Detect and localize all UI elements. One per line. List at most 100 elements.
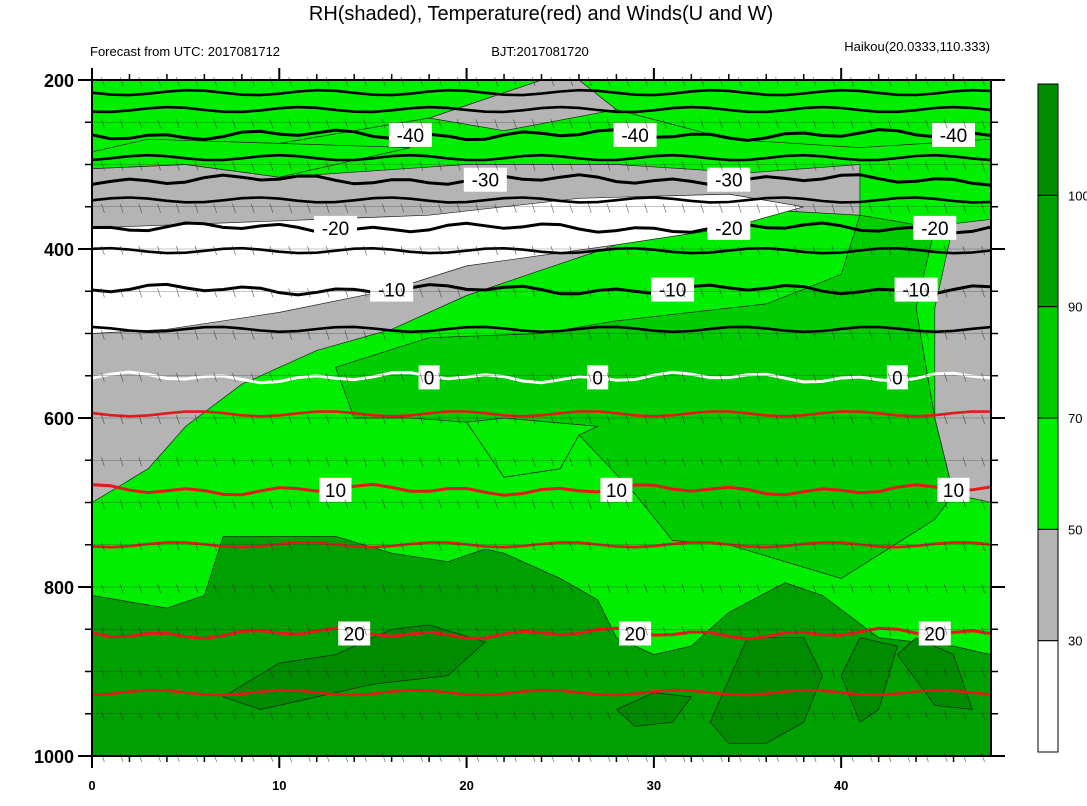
wind-barb [288,414,293,425]
wind-barb [625,499,630,509]
wind-barb [250,583,255,594]
wind-barb [138,76,143,87]
wind-barb [138,203,143,213]
temperature-contour [91,173,992,187]
wind-barb [456,161,461,171]
wind-barb [157,626,161,636]
wind-barb [232,626,236,636]
wind-barb [250,245,255,256]
wind-barb [419,330,424,340]
colorbar-label: 100 [1068,188,1087,203]
wind-barb [793,161,798,171]
wind-barb [400,668,405,678]
wind-barb [887,245,892,256]
wind-barb [157,288,161,298]
contour-label-box [463,167,507,192]
wind-barb [494,203,499,213]
wind-barb [831,372,836,382]
wind-barb [868,161,873,171]
wind-barb [756,161,761,171]
wind-barb [606,583,611,594]
wind-barb [138,330,143,340]
wind-barb [887,76,892,87]
wind-barb [587,203,592,213]
wind-barb [831,245,836,256]
wind-barb [325,583,330,594]
wind-barb [250,203,255,213]
wind-barb [400,414,405,425]
wind-barb [756,583,761,594]
colorbar-segment [1037,640,1059,753]
wind-barb [307,710,311,720]
wind-barb [363,583,367,594]
wind-barb [325,372,330,382]
wind-barb [943,499,948,509]
wind-barb [850,203,854,213]
wind-barb [381,203,386,213]
wind-barb [831,626,836,636]
wind-barb [344,626,349,636]
wind-barb [925,372,929,382]
wind-barb [381,288,386,298]
wind-barb [606,710,611,720]
wind-barb [438,541,442,551]
wind-barb [325,119,330,129]
wind-barb [962,245,967,256]
wind-barb [962,330,967,340]
wind-barb [232,499,236,509]
wind-barb [569,203,573,213]
wind-barb [494,710,499,720]
wind-barb [587,161,592,171]
wind-barb [494,414,499,425]
y-tick-label: 400 [44,240,74,260]
wind-barb [681,710,686,720]
wind-barb [587,372,592,382]
wind-barb [868,76,873,87]
wind-barb [419,161,424,171]
wind-barb [456,76,461,87]
wind-barb [793,414,798,425]
wind-barb [737,668,742,678]
wind-barb [775,752,779,763]
y-tick-label: 600 [44,409,74,429]
wind-barb [119,668,124,678]
wind-barb [101,288,105,298]
wind-barb [906,245,911,256]
wind-barb [475,330,480,340]
wind-barb [587,499,592,509]
wind-barb [775,710,779,720]
contour-label-box [918,621,951,646]
wind-barb [812,414,817,425]
wind-barb [550,499,555,509]
wind-barb [681,668,686,678]
wind-barb [213,330,218,340]
wind-barb [625,119,630,129]
wind-barb [438,330,442,340]
wind-barb [812,372,817,382]
wind-barb [513,710,517,720]
wind-barb [962,752,967,763]
wind-barb [775,119,779,129]
wind-barb [456,710,461,720]
wind-barb [194,161,199,171]
wind-barb [644,119,648,129]
wind-barb [213,288,218,298]
rh-region [222,624,486,710]
wind-barb [400,752,405,763]
wind-barb [513,330,517,340]
wind-barb [400,203,405,213]
wind-barb [456,626,461,636]
wind-barb [269,288,274,298]
colorbar-label: 90 [1068,300,1082,315]
contour-label: 20 [344,625,365,646]
wind-barb [793,76,798,87]
wind-barb [344,119,349,129]
wind-barb [157,372,161,382]
wind-barb [737,710,742,720]
wind-barb [307,245,311,256]
wind-barb [456,668,461,678]
wind-barb [513,76,517,87]
wind-barb [119,76,124,87]
wind-barb [831,668,836,678]
